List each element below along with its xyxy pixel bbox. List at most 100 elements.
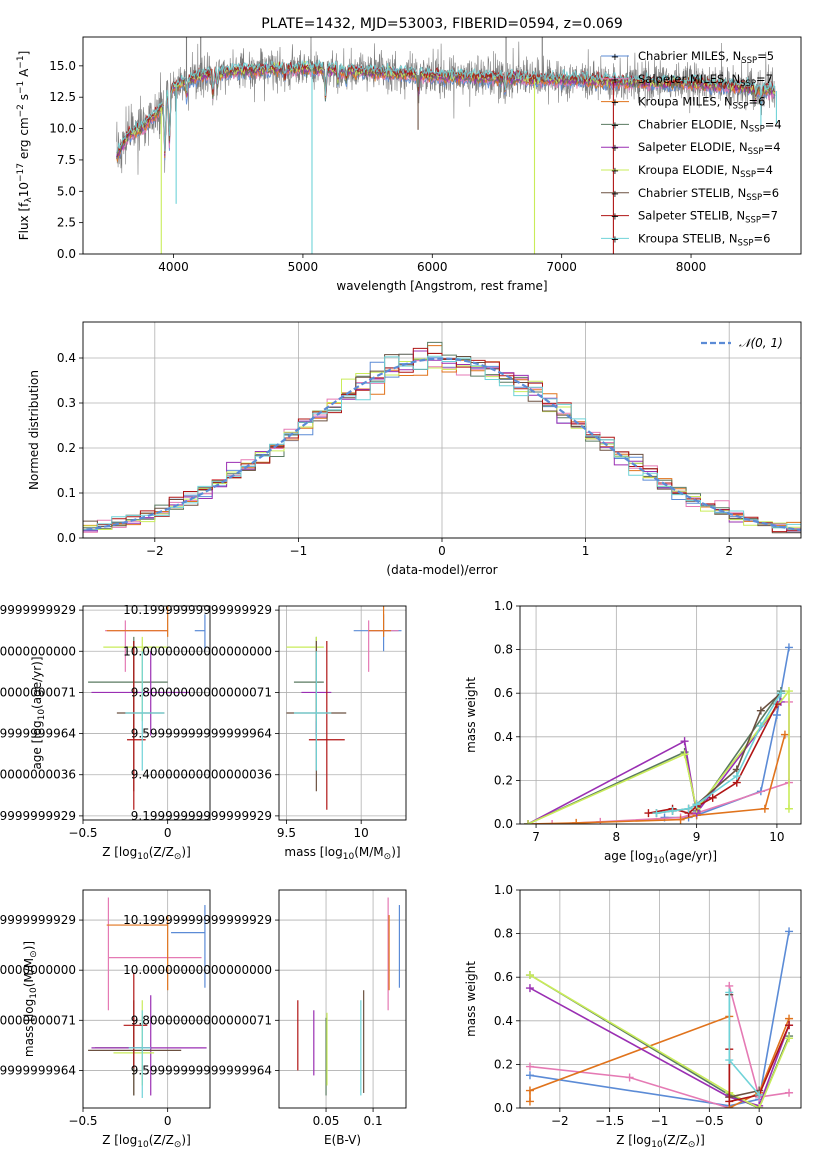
panel-spectrum: 4000 5000 6000 7000 8000 0.0 2.5 5.0 7.5 10.0 12.5… bbox=[16, 16, 802, 293]
x-tick-label: −0.5 bbox=[695, 1114, 724, 1128]
x-tick-label: 8 bbox=[613, 830, 621, 844]
legend-label: Kroupa MILES, NSSP=6 bbox=[638, 95, 765, 112]
y-tick-label: 0.4 bbox=[494, 1014, 513, 1028]
y-tick-label: 9.40000000000000036 bbox=[0, 768, 76, 782]
legend-label-name: Kroupa MILES, N bbox=[638, 95, 733, 109]
panel-weight_vs_Z: −2 −1.5 −1 −0.5 0 0.0 0.2 0.4 0.6 0.8 1.0 Z [log10(… bbox=[464, 883, 802, 1150]
plot-area bbox=[88, 606, 206, 810]
axes-frame bbox=[519, 889, 802, 1109]
chart-title: PLATE=1432, MJD=53003, FIBERID=0594, z=0… bbox=[261, 16, 623, 32]
legend-label-suffix: =7 bbox=[761, 209, 778, 223]
errorbar-salpeter_miles bbox=[107, 897, 202, 1011]
legend-label-suffix: =6 bbox=[753, 231, 770, 245]
weight-line bbox=[529, 987, 790, 1107]
y-tick-label: 9.40000000000000036 bbox=[131, 768, 272, 782]
legend-label-sub: SSP bbox=[749, 124, 765, 134]
x-axis-label: age [log10(age/yr)] bbox=[604, 849, 717, 866]
plot-area bbox=[297, 897, 401, 1096]
weight-point bbox=[760, 804, 769, 813]
legend-label-name: Chabrier STELIB, N bbox=[638, 186, 746, 200]
x-axis-label-part: )] bbox=[695, 1133, 704, 1147]
y-tick-label: 7.5 bbox=[57, 153, 76, 167]
x-tick-label: −1 bbox=[290, 544, 308, 558]
legend-marker: + bbox=[611, 143, 619, 154]
y-axis-label-part: A bbox=[17, 68, 31, 81]
weight-series-chabrier_miles bbox=[660, 643, 793, 822]
weight-series-salpeter_stelib bbox=[644, 700, 781, 818]
weight-point bbox=[725, 988, 734, 997]
y-axis-label-part: age [log bbox=[30, 720, 44, 769]
errorbar-kroupa_miles bbox=[106, 915, 169, 991]
legend-label-suffix: =4 bbox=[764, 140, 781, 154]
plot-area bbox=[525, 927, 794, 1108]
weight-point bbox=[548, 820, 557, 824]
x-axis-label-part: 10 bbox=[651, 1140, 663, 1150]
weight-point bbox=[780, 730, 789, 739]
legend-marker: + bbox=[611, 234, 619, 245]
panel-mass_vs_EBV: 0.05 0.1 9.59999999999999964 9.800000000000… bbox=[123, 889, 407, 1147]
y-tick-label: 2.5 bbox=[57, 216, 76, 230]
legend-label-sub: SSP bbox=[745, 216, 761, 226]
y-tick-label: 10.00000000000000000 bbox=[0, 644, 76, 658]
x-axis-label-part: age [log bbox=[604, 849, 653, 863]
y-tick-label: 0.2 bbox=[57, 441, 76, 455]
x-tick-label: 4000 bbox=[158, 260, 189, 274]
weight-point bbox=[725, 1097, 734, 1106]
weight-line bbox=[728, 1024, 790, 1103]
legend-marker: + bbox=[611, 75, 619, 86]
weight-point bbox=[785, 1021, 794, 1030]
legend-label-suffix: =7 bbox=[756, 72, 773, 86]
x-tick-label: −1 bbox=[651, 1114, 669, 1128]
y-axis-label-part: Flux [f bbox=[17, 202, 31, 240]
weight-point bbox=[525, 971, 534, 980]
weight-point bbox=[680, 750, 689, 759]
legend-label: Chabrier STELIB, NSSP=6 bbox=[638, 186, 779, 203]
legend-marker: + bbox=[611, 52, 619, 63]
x-tick-label: 0 bbox=[164, 826, 172, 840]
legend-label-normal: 𝒩(0, 1) bbox=[739, 336, 783, 350]
y-axis-label-part: 10 bbox=[37, 709, 47, 721]
x-tick-label: 8000 bbox=[676, 260, 707, 274]
x-axis-label-part: 10 bbox=[653, 856, 665, 866]
weight-series-kroupa_stelib bbox=[725, 988, 764, 1099]
legend-label-suffix: =6 bbox=[748, 95, 765, 109]
axes-frame bbox=[82, 605, 211, 821]
errorbar-chabrier_miles bbox=[171, 905, 206, 988]
y-tick-label: 0.0 bbox=[494, 817, 513, 831]
errorbar-kroupa_stelib bbox=[128, 1010, 151, 1098]
y-axis-label-part: )] bbox=[22, 941, 36, 950]
y-tick-label: 0.2 bbox=[494, 1057, 513, 1071]
x-axis-label: (data-model)/error bbox=[386, 563, 497, 577]
legend-label: Kroupa STELIB, NSSP=6 bbox=[638, 231, 770, 248]
y-axis-label: mass weight bbox=[464, 961, 478, 1037]
weight-point bbox=[525, 984, 534, 993]
weight-point bbox=[785, 1034, 794, 1043]
x-axis-label: E(B-V) bbox=[324, 1133, 361, 1147]
legend-label-name: Salpeter MILES, N bbox=[638, 72, 740, 86]
legend-label: Chabrier MILES, NSSP=5 bbox=[638, 49, 774, 66]
legend-label-sub: SSP bbox=[746, 193, 762, 203]
legend-marker: + bbox=[611, 189, 619, 200]
legend-label-suffix: =5 bbox=[757, 49, 774, 63]
y-tick-label: 15.0 bbox=[49, 59, 76, 73]
x-axis-label-part: ⊙ bbox=[688, 1140, 696, 1150]
panel-age_vs_Z: −0.5 0 9.19999999999999929 9.40000000000000… bbox=[0, 603, 211, 862]
errorbar-kroupa_stelib bbox=[125, 651, 165, 771]
axes-frame bbox=[519, 605, 802, 825]
x-tick-label: 0 bbox=[755, 1114, 763, 1128]
y-tick-label: 0.2 bbox=[494, 773, 513, 787]
x-axis-label-part: )] bbox=[391, 845, 400, 859]
weight-point bbox=[652, 809, 661, 818]
y-axis-label-part: 10 bbox=[29, 987, 39, 999]
legend-marker: + bbox=[611, 212, 619, 223]
weight-point bbox=[756, 721, 765, 730]
y-tick-label: 0.8 bbox=[494, 927, 513, 941]
weight-point bbox=[668, 806, 677, 815]
x-axis-label-part: 10 bbox=[343, 852, 355, 862]
weight-point bbox=[525, 1071, 534, 1080]
legend-marker: + bbox=[611, 98, 619, 109]
x-tick-label: 0.05 bbox=[313, 1114, 340, 1128]
x-tick-label: 1 bbox=[582, 544, 590, 558]
